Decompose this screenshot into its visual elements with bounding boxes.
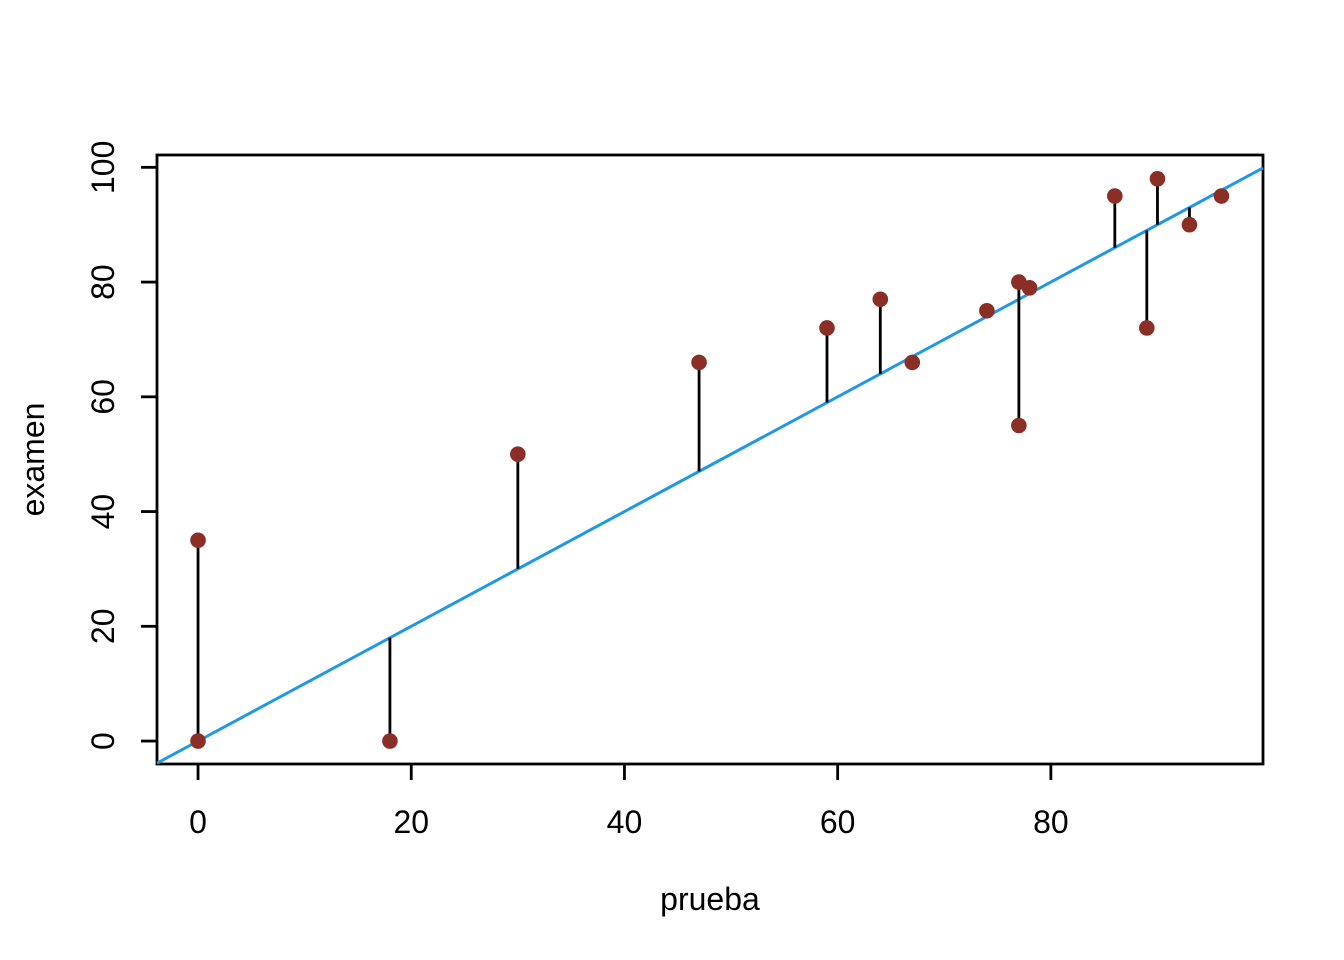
data-point [979, 302, 995, 319]
x-tick-label: 60 [820, 804, 856, 840]
axis-ticks-layer: 0 20 40 60 80 0 20 40 60 80 100 [85, 141, 1069, 840]
data-point [872, 291, 889, 308]
x-axis-label: prueba [660, 881, 760, 917]
y-tick-label: 60 [85, 379, 121, 415]
x-tick-label: 0 [189, 804, 207, 840]
y-tick-label: 20 [85, 609, 121, 645]
identity-line-layer [156, 166, 1264, 765]
data-points-layer [190, 171, 1230, 749]
residual-segments-layer [196, 178, 1223, 742]
y-tick-label: 0 [85, 732, 121, 750]
data-point [1011, 417, 1027, 434]
data-point [691, 354, 707, 371]
data-point [1213, 188, 1230, 204]
data-point [904, 354, 921, 371]
data-point [190, 532, 206, 549]
data-point [1181, 216, 1198, 233]
y-tick-label: 100 [85, 141, 121, 194]
data-point [1107, 188, 1123, 204]
y-tick-label: 40 [85, 494, 121, 530]
x-tick-label: 40 [607, 804, 643, 840]
y-tick-label: 80 [85, 264, 121, 300]
x-tick-label: 80 [1033, 804, 1069, 840]
data-point [1139, 320, 1155, 336]
data-point [1149, 171, 1166, 187]
x-tick-label: 20 [393, 804, 429, 840]
data-point [819, 320, 835, 336]
y-axis-label: examen [15, 403, 51, 517]
plot-box-layer [155, 153, 1265, 766]
identity-line [156, 166, 1264, 765]
data-point [1021, 280, 1038, 296]
plot-border [155, 153, 1265, 766]
data-point [510, 446, 526, 462]
data-point [190, 733, 206, 749]
data-point [382, 733, 398, 749]
